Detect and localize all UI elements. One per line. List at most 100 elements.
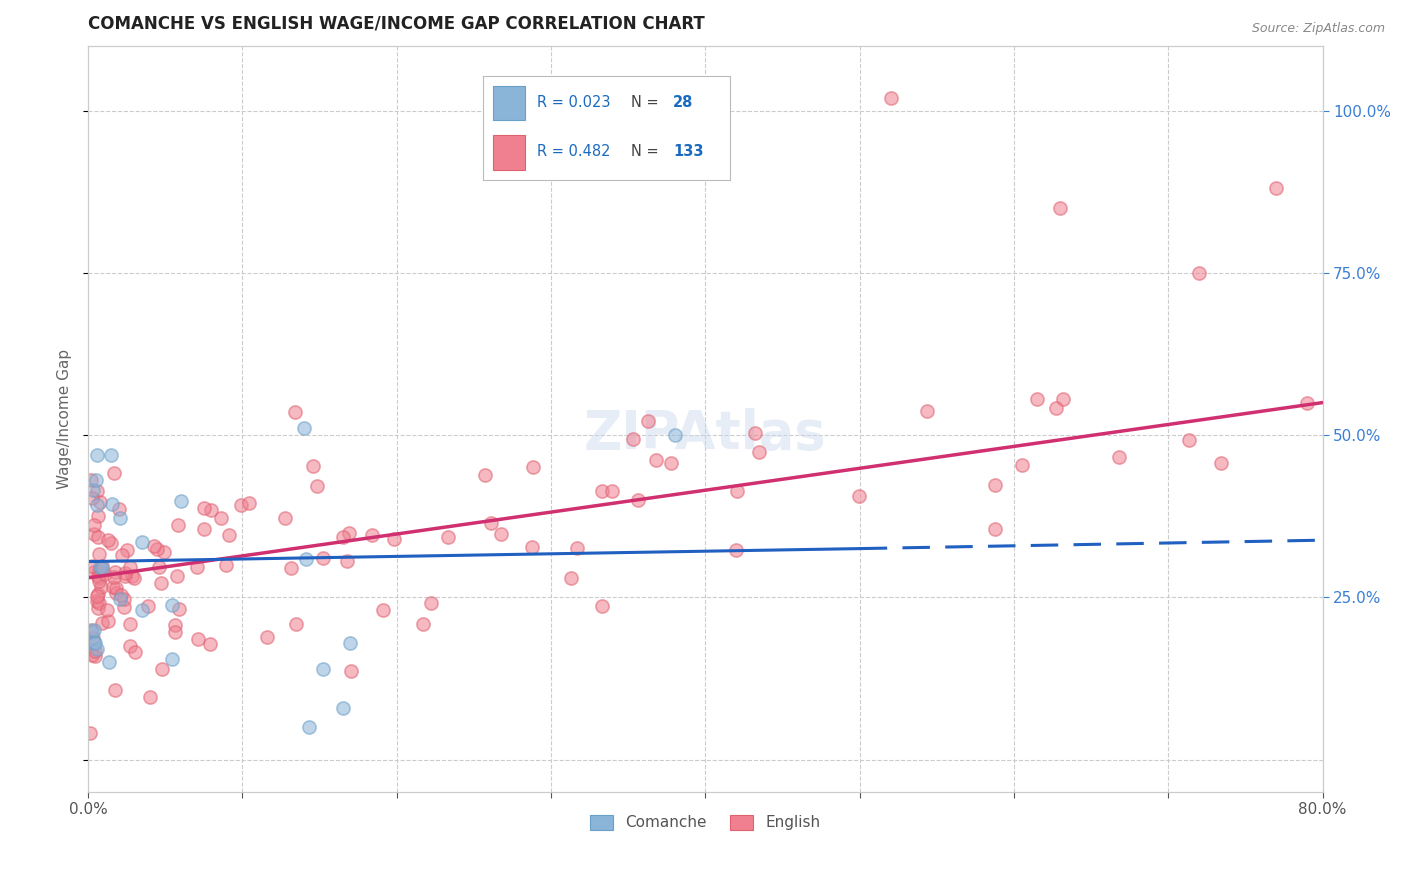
- Point: [187, 632, 209, 647]
- Point: [565, 541, 588, 556]
- Point: [124, 645, 146, 659]
- Legend: Comanche, English: Comanche, English: [585, 809, 827, 837]
- Point: [312, 551, 335, 566]
- Point: [285, 616, 308, 631]
- Point: [111, 548, 134, 562]
- Point: [80, 491, 103, 505]
- Point: [98, 655, 121, 669]
- Point: [97, 533, 120, 547]
- Point: [150, 662, 173, 676]
- Point: [86, 601, 108, 615]
- Point: [91, 561, 114, 575]
- Point: [153, 545, 176, 559]
- Point: [744, 425, 766, 440]
- Point: [118, 640, 141, 654]
- Point: [522, 460, 544, 475]
- Point: [80, 648, 103, 663]
- Point: [848, 490, 870, 504]
- Point: [170, 494, 193, 508]
- Point: [200, 636, 222, 650]
- Point: [82, 558, 104, 573]
- Point: [284, 404, 307, 418]
- Point: [256, 631, 278, 645]
- Point: [104, 581, 127, 595]
- Point: [89, 574, 111, 588]
- Point: [167, 517, 190, 532]
- Point: [86, 484, 108, 499]
- Point: [361, 528, 384, 542]
- Point: [91, 559, 114, 574]
- Point: [879, 90, 901, 104]
- Point: [86, 642, 108, 657]
- Point: [218, 528, 240, 542]
- Point: [305, 479, 328, 493]
- Point: [89, 562, 111, 576]
- Point: [1211, 456, 1233, 470]
- Point: [339, 636, 361, 650]
- Point: [84, 644, 107, 658]
- Point: [915, 404, 938, 418]
- Point: [82, 483, 104, 497]
- Point: [103, 566, 125, 580]
- Point: [382, 532, 405, 546]
- Text: Source: ZipAtlas.com: Source: ZipAtlas.com: [1251, 22, 1385, 36]
- Point: [621, 433, 644, 447]
- Point: [280, 561, 302, 575]
- Point: [332, 700, 354, 714]
- Point: [160, 599, 183, 613]
- Text: COMANCHE VS ENGLISH WAGE/INCOME GAP CORRELATION CHART: COMANCHE VS ENGLISH WAGE/INCOME GAP CORR…: [89, 15, 704, 33]
- Point: [121, 569, 143, 583]
- Point: [186, 560, 208, 574]
- Point: [474, 468, 496, 483]
- Point: [984, 523, 1007, 537]
- Point: [143, 539, 166, 553]
- Point: [108, 592, 131, 607]
- Point: [83, 636, 105, 650]
- Point: [83, 526, 105, 541]
- Point: [112, 592, 135, 607]
- Point: [1265, 181, 1288, 195]
- Point: [131, 603, 153, 617]
- Point: [479, 516, 502, 530]
- Point: [104, 586, 127, 600]
- Point: [332, 530, 354, 544]
- Point: [148, 559, 170, 574]
- Point: [124, 571, 146, 585]
- Point: [337, 525, 360, 540]
- Point: [112, 599, 135, 614]
- Point: [114, 568, 136, 582]
- Point: [90, 580, 112, 594]
- Point: [96, 603, 118, 617]
- Point: [108, 501, 131, 516]
- Point: [1178, 434, 1201, 448]
- Point: [79, 725, 101, 739]
- Point: [215, 558, 238, 572]
- Point: [90, 616, 112, 631]
- Point: [193, 522, 215, 536]
- Point: [560, 571, 582, 585]
- Point: [412, 616, 434, 631]
- Point: [231, 498, 253, 512]
- Point: [664, 428, 686, 442]
- Point: [101, 580, 124, 594]
- Point: [1011, 458, 1033, 473]
- Point: [89, 559, 111, 574]
- Point: [87, 569, 110, 583]
- Point: [163, 618, 186, 632]
- Point: [591, 599, 613, 613]
- Point: [118, 616, 141, 631]
- Point: [82, 624, 104, 639]
- Point: [627, 492, 650, 507]
- Point: [193, 501, 215, 516]
- Point: [83, 565, 105, 579]
- Point: [644, 453, 666, 467]
- Point: [86, 594, 108, 608]
- Point: [87, 587, 110, 601]
- Point: [89, 596, 111, 610]
- Point: [273, 511, 295, 525]
- Point: [724, 543, 747, 558]
- Point: [118, 560, 141, 574]
- Point: [340, 665, 363, 679]
- Point: [87, 564, 110, 578]
- Point: [591, 484, 613, 499]
